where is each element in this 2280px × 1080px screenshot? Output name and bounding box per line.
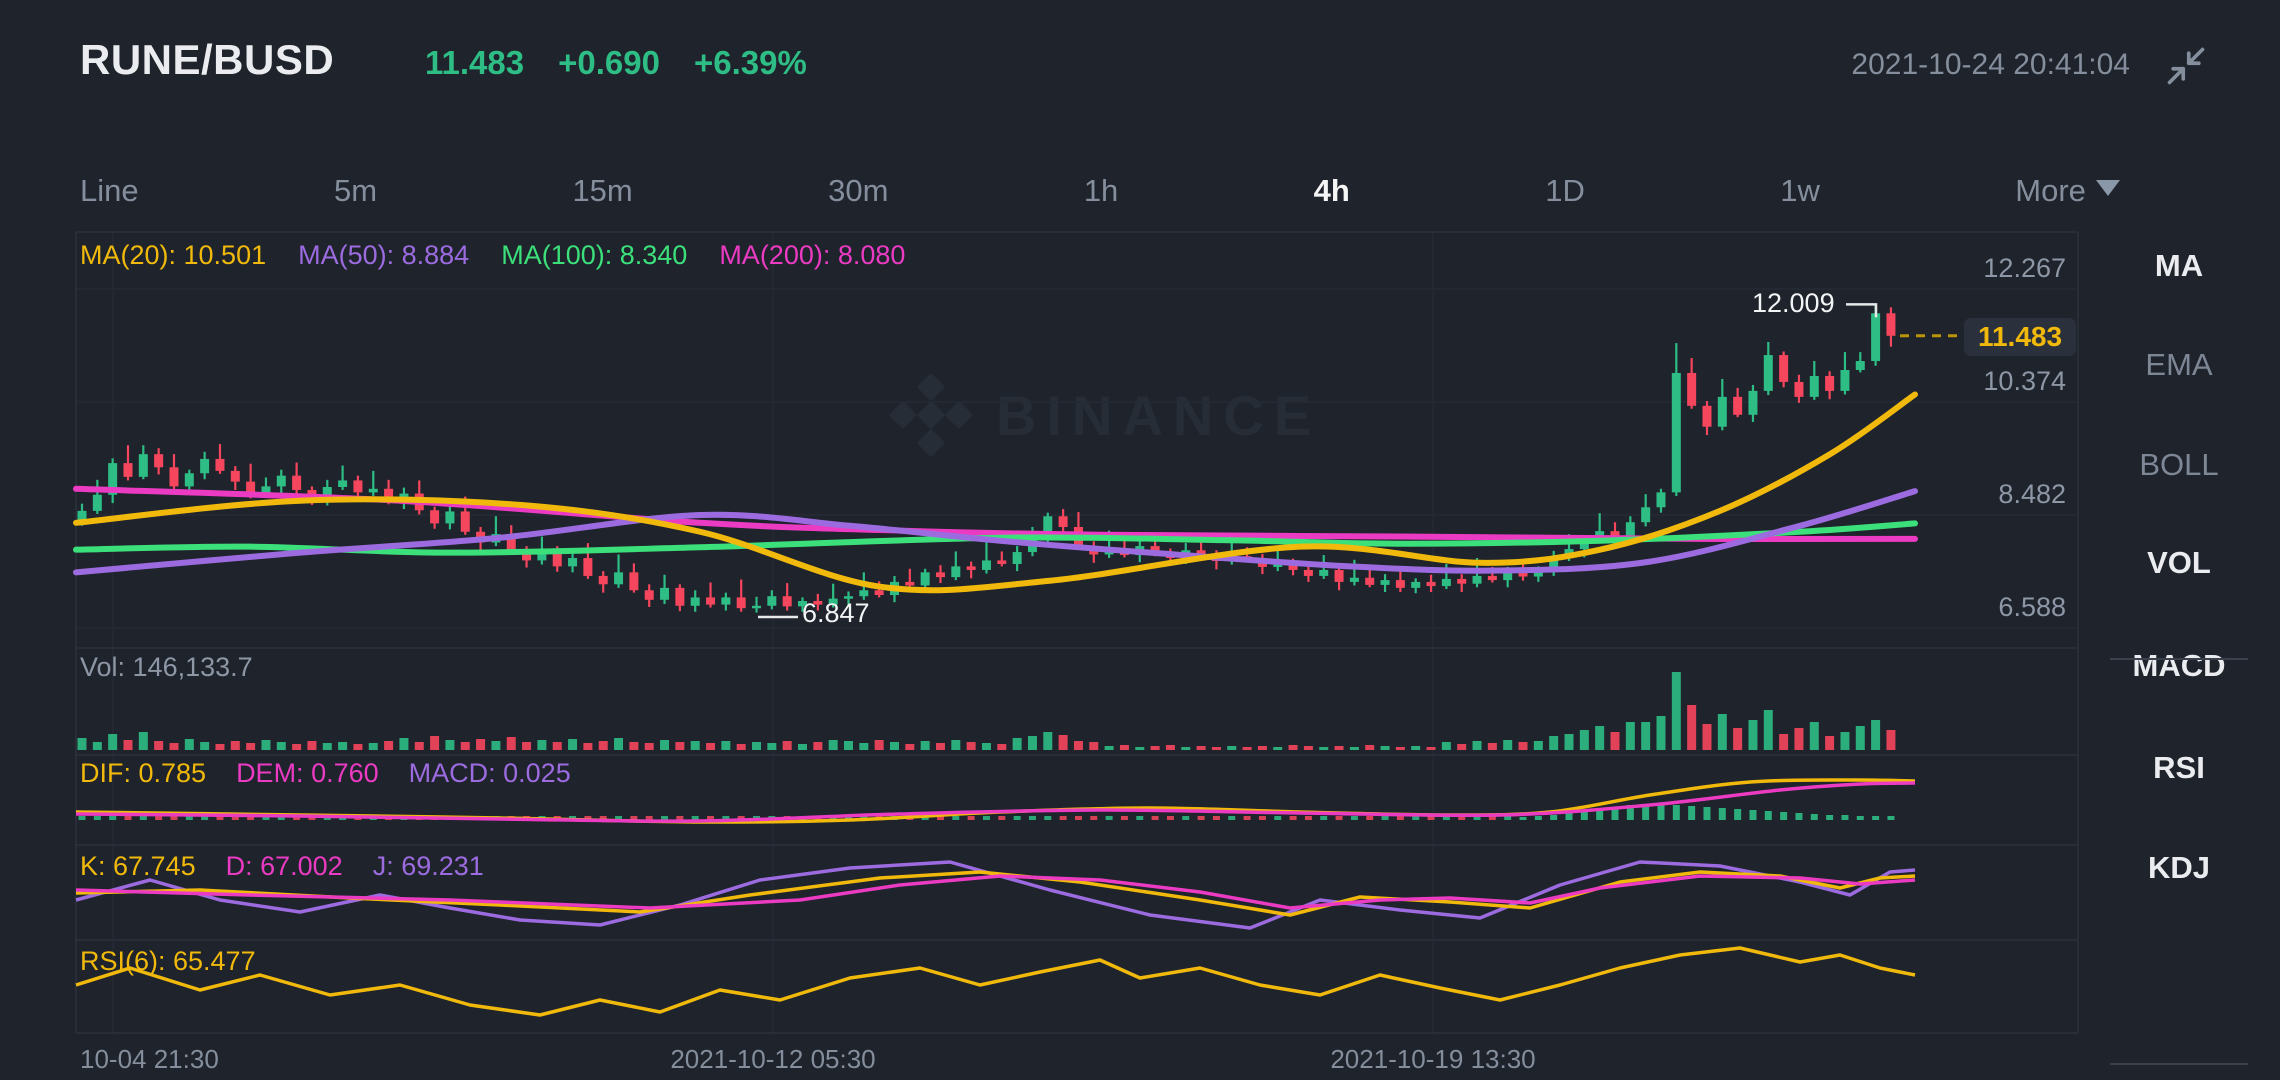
chevron-down-icon	[2095, 180, 2120, 196]
sidebar-indicator-ma[interactable]: MA	[2154, 248, 2204, 283]
sidebar-divider	[2110, 1063, 2248, 1065]
kdj-labels: K: 67.745 D: 67.002 J: 69.231	[80, 851, 484, 882]
watermark-text: BINANCE	[996, 383, 1322, 447]
ma-legend: MA(20): 10.501 MA(50): 8.884 MA(100): 8.34…	[80, 240, 905, 271]
binance-watermark: BINANCE	[888, 372, 1321, 458]
d-value: D: 67.002	[225, 851, 343, 881]
header-bar: RUNE/BUSD 11.483 +0.690 +6.39% 2021-10-2…	[0, 0, 2280, 130]
rsi-label: RSI(6): 65.477	[80, 946, 256, 976]
volume-label: Vol: 146,133.7	[80, 652, 253, 682]
tab-15m[interactable]: 15m	[572, 173, 633, 208]
ma-legend-item-0: MA(20): 10.501	[80, 240, 267, 270]
time-axis-label: 2021-10-12 05:30	[670, 1044, 876, 1074]
timeframe-tabs: Line 5m 15m 30m 1h 4h 1D 1w More	[80, 158, 2120, 224]
more-dropdown[interactable]: More	[2015, 173, 2120, 209]
dif-value: DIF: 0.785	[80, 758, 207, 788]
price-markers	[758, 303, 1964, 619]
price-change-pct: +6.39%	[693, 44, 807, 81]
tab-1d[interactable]: 1D	[1545, 173, 1585, 208]
tab-4h[interactable]: 4h	[1313, 173, 1350, 208]
sidebar-indicator-macd[interactable]: MACD	[2132, 648, 2226, 683]
price-axis-label: 6.588	[1998, 592, 2066, 622]
price-axis-label: 8.482	[1998, 479, 2066, 509]
tab-5m[interactable]: 5m	[333, 173, 378, 208]
price-group: 11.483 +0.690 +6.39%	[425, 44, 807, 82]
dem-value: DEM: 0.760	[236, 758, 379, 788]
k-value: K: 67.745	[80, 851, 196, 881]
time-axis-label: 2021-10-19 13:30	[1330, 1044, 1536, 1074]
more-label: More	[2015, 173, 2086, 208]
sidebar-indicator-kdj[interactable]: KDJ	[2147, 850, 2210, 885]
kdj-panel-graphics	[75, 860, 1916, 930]
price-change: +0.690	[558, 44, 660, 81]
ma-legend-item-1: MA(50): 8.884	[298, 240, 470, 270]
ma-legend-item-2: MA(100): 8.340	[501, 240, 688, 270]
ma-legend-item-3: MA(200): 8.080	[719, 240, 906, 270]
macd-panel-graphics	[75, 778, 1916, 824]
grid-lines	[75, 231, 2079, 1034]
tab-1h[interactable]: 1h	[1083, 173, 1119, 208]
sidebar-indicator-boll[interactable]: BOLL	[2139, 447, 2219, 482]
tab-1w[interactable]: 1w	[1780, 173, 1820, 208]
macd-labels: DIF: 0.785 DEM: 0.760 MACD: 0.025	[80, 758, 571, 789]
indicator-sidebar: MA EMA BOLL VOL MACD RSI KDJ	[2078, 150, 2280, 1080]
j-value: J: 69.231	[372, 851, 484, 881]
chart-timestamp: 2021-10-24 20:41:04	[1851, 48, 2130, 81]
high-price-callout: 12.009	[1752, 288, 1835, 318]
tab-30m[interactable]: 30m	[828, 173, 889, 208]
collapse-icon[interactable]	[2164, 44, 2208, 88]
macd-value: MACD: 0.025	[408, 758, 571, 788]
time-axis-label: 10-04 21:30	[80, 1044, 219, 1074]
sidebar-divider	[2110, 658, 2248, 660]
price-axis-label: 10.374	[1983, 366, 2066, 396]
sidebar-indicator-vol[interactable]: VOL	[2147, 545, 2211, 580]
ma-overlay-lines	[73, 391, 1918, 594]
binance-logo-icon	[888, 372, 974, 458]
price-axis-label: 12.267	[1983, 253, 2066, 283]
last-price: 11.483	[425, 44, 525, 81]
sidebar-indicator-ema[interactable]: EMA	[2145, 347, 2213, 382]
sidebar-indicator-rsi[interactable]: RSI	[2153, 750, 2205, 785]
last-price-tag: 11.483	[1964, 318, 2076, 356]
symbol-title: RUNE/BUSD	[80, 36, 335, 83]
tab-line[interactable]: Line	[80, 173, 139, 208]
volume-bars	[77, 672, 1896, 750]
low-price-callout: 6.847	[802, 598, 870, 628]
rsi-panel-graphics	[75, 946, 1916, 1017]
